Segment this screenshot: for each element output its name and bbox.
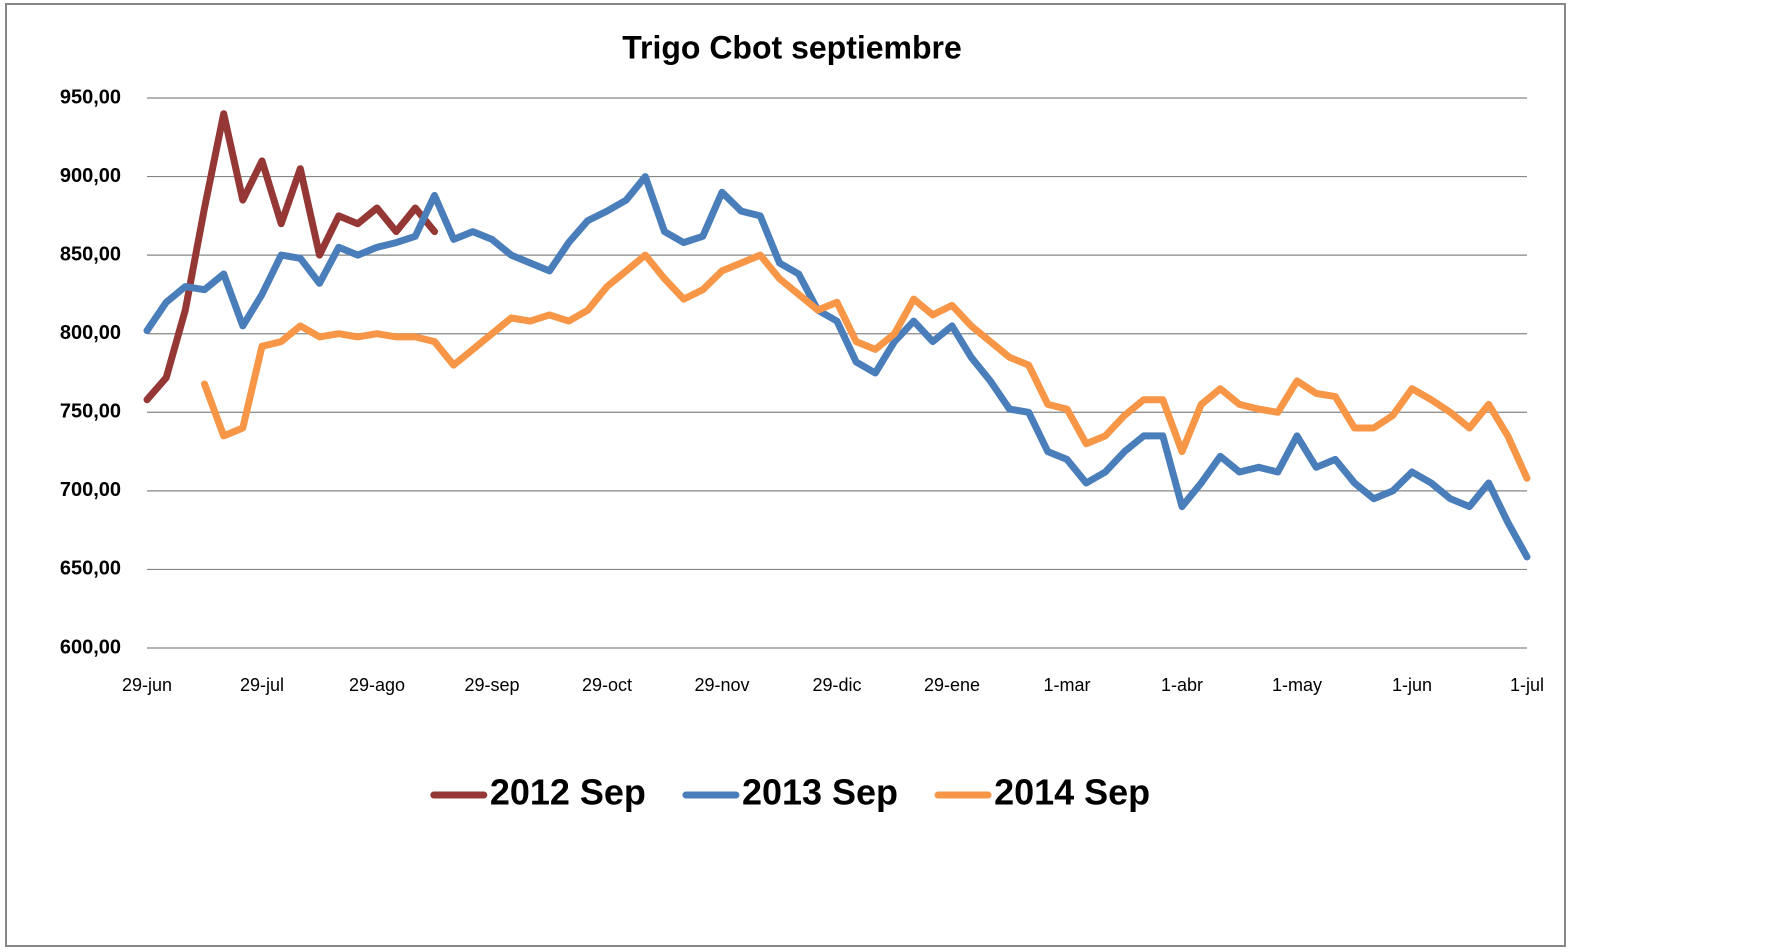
x-tick-label: 1-jul (1510, 675, 1544, 695)
chart-title: Trigo Cbot septiembre (622, 29, 962, 65)
x-tick-label: 1-jun (1392, 675, 1432, 695)
legend-label: 2013 Sep (742, 772, 898, 813)
y-tick-label: 600,00 (60, 636, 121, 658)
x-tick-label: 29-nov (694, 675, 749, 695)
y-tick-label: 950,00 (60, 86, 121, 108)
x-tick-label: 1-may (1272, 675, 1322, 695)
legend-label: 2012 Sep (490, 772, 646, 813)
x-tick-label: 29-dic (812, 675, 861, 695)
y-tick-label: 750,00 (60, 401, 121, 423)
x-tick-label: 29-oct (582, 675, 632, 695)
x-tick-label: 29-ago (349, 675, 405, 695)
chart-border (5, 3, 1566, 947)
x-tick-label: 29-jul (240, 675, 284, 695)
x-tick-label: 29-ene (924, 675, 980, 695)
legend-label: 2014 Sep (994, 772, 1150, 813)
series-line (143, 110, 438, 404)
y-tick-label: 850,00 (60, 243, 121, 265)
y-tick-label: 800,00 (60, 322, 121, 344)
x-tick-label: 1-abr (1161, 675, 1203, 695)
x-tick-label: 1-mar (1043, 675, 1090, 695)
y-tick-label: 900,00 (60, 165, 121, 187)
x-tick-label: 29-jun (122, 675, 172, 695)
x-tick-label: 29-sep (464, 675, 519, 695)
y-tick-label: 650,00 (60, 558, 121, 580)
y-tick-label: 700,00 (60, 479, 121, 501)
series-line (143, 173, 1531, 561)
series-line (201, 251, 1531, 482)
